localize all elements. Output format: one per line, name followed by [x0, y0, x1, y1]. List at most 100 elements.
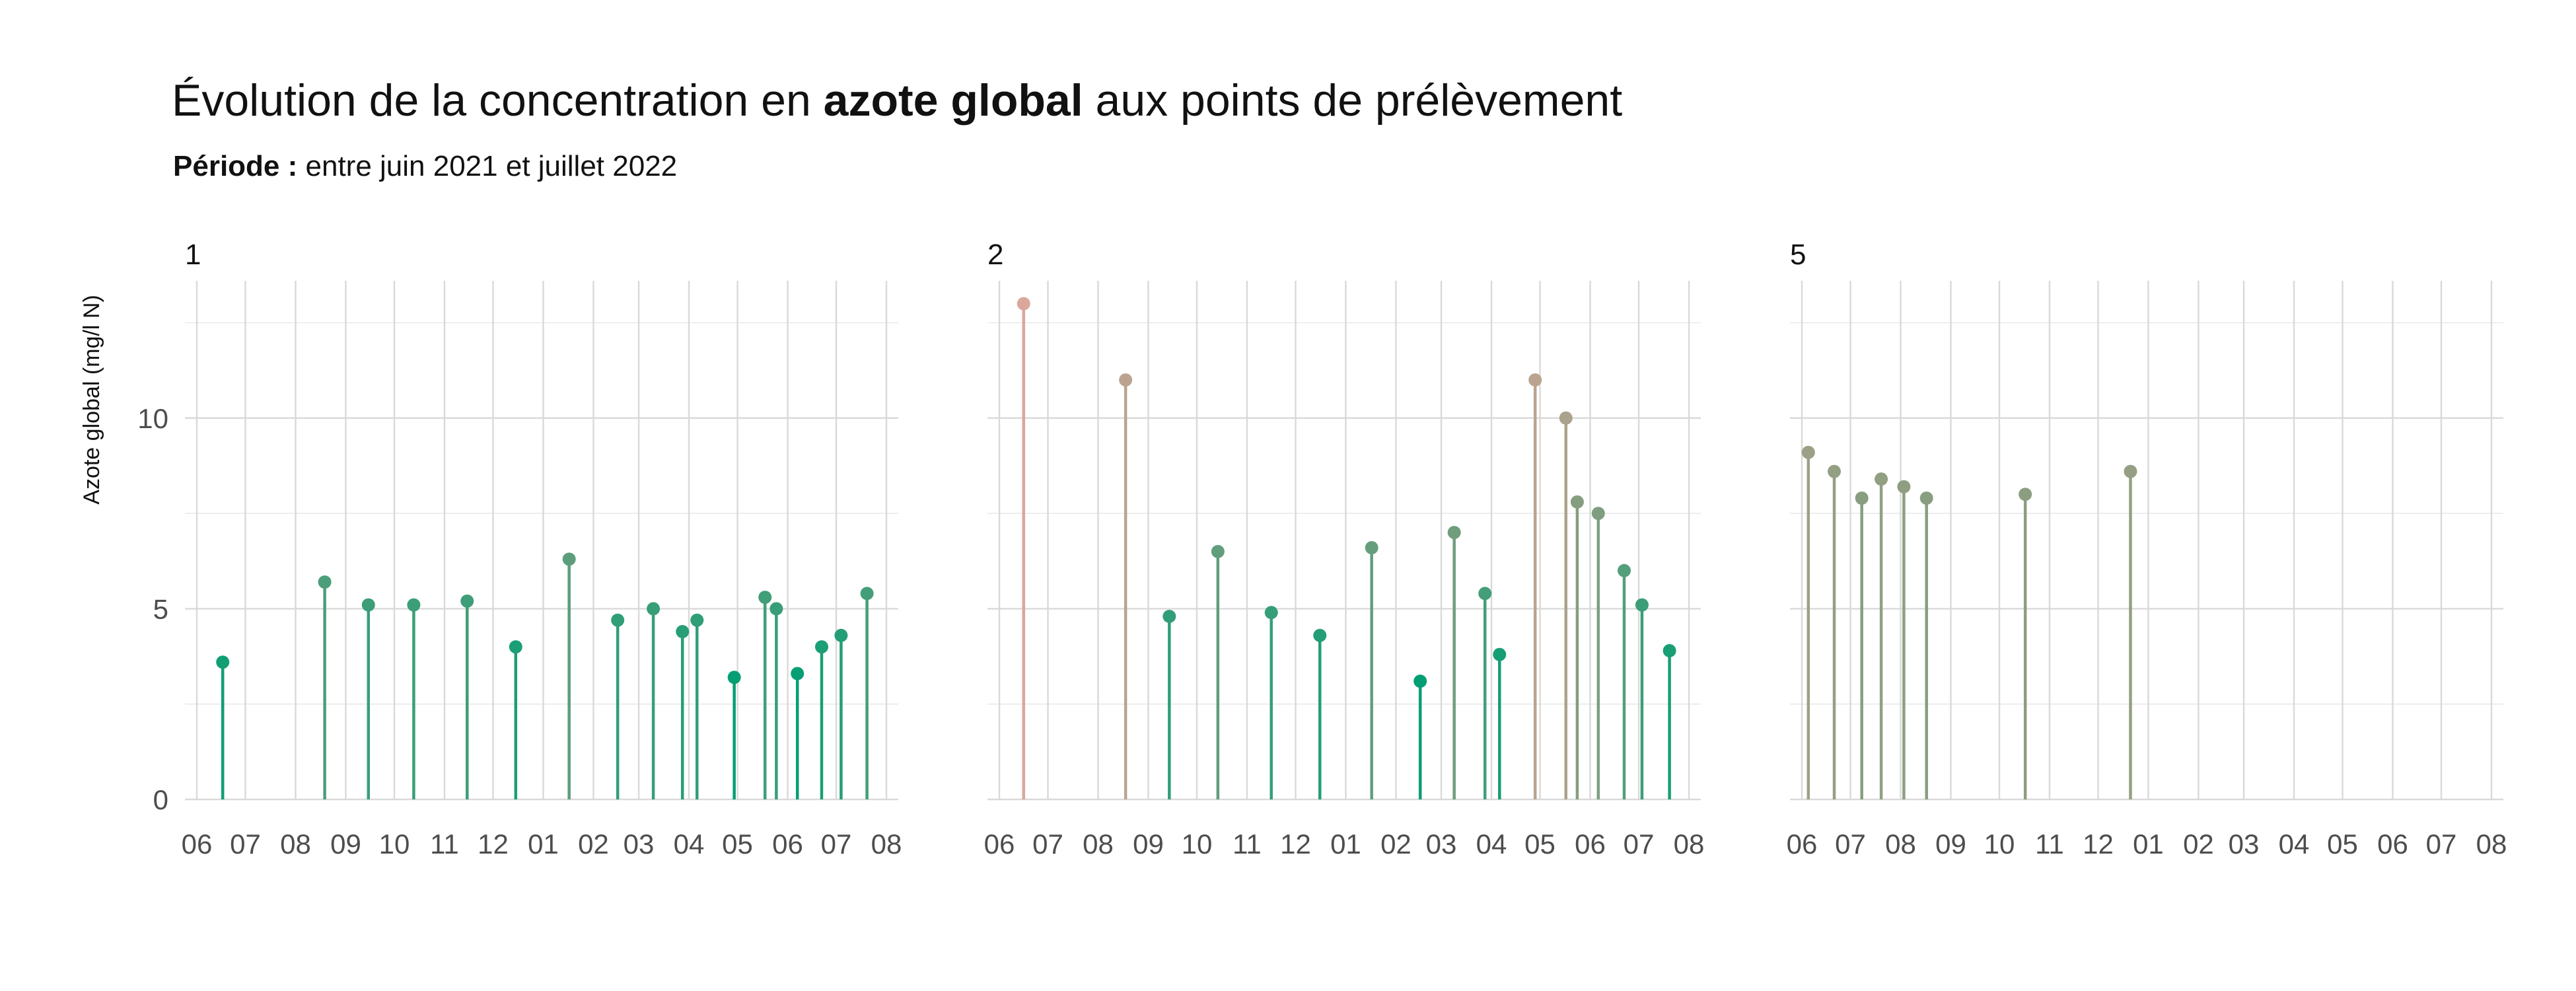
x-tick-label: 08 [2476, 828, 2507, 860]
lollipop-point [216, 655, 230, 669]
x-tick-label: 01 [1330, 828, 1361, 860]
lollipop-point [1119, 373, 1133, 387]
lollipop-point [1828, 464, 1842, 478]
x-tick-label: 08 [871, 828, 902, 860]
lollipop-point [834, 628, 848, 642]
chart-title-suffix: aux points de prélèvement [1083, 75, 1623, 126]
lollipop-point [1493, 647, 1507, 661]
x-tick-label: 02 [2183, 828, 2214, 860]
lollipop-point [758, 591, 772, 605]
chart-subtitle: Période : entre juin 2021 et juillet 202… [173, 150, 677, 182]
x-tick-label: 11 [430, 828, 459, 860]
lollipop-point [1801, 445, 1815, 459]
x-tick-label: 09 [330, 828, 361, 860]
x-tick-label: 02 [1380, 828, 1412, 860]
chart-subtitle-text: entre juin 2021 et juillet 2022 [297, 150, 677, 182]
x-tick-label: 06 [2377, 828, 2408, 860]
lollipop-point [1591, 507, 1605, 521]
lollipop-point [1897, 480, 1911, 494]
x-tick-label: 03 [624, 828, 655, 860]
lollipop-point [2019, 488, 2032, 501]
panel-label: 5 [1790, 239, 1806, 271]
lollipop-point [791, 667, 805, 680]
lollipop-point [860, 587, 874, 601]
x-tick-label: 07 [1624, 828, 1655, 860]
chart-title: Évolution de la concentration en azote g… [172, 75, 1622, 126]
x-tick-label: 05 [2327, 828, 2358, 860]
lollipop-point [460, 594, 474, 608]
x-tick-label: 05 [722, 828, 753, 860]
lollipop-point [1365, 541, 1378, 555]
lollipop-point [611, 613, 625, 627]
x-tick-label: 07 [2426, 828, 2457, 860]
lollipop-point [1413, 675, 1427, 688]
x-tick-label: 06 [984, 828, 1015, 860]
x-tick-label: 06 [1787, 828, 1818, 860]
lollipop-point [2124, 464, 2137, 478]
lollipop-point [407, 598, 421, 612]
lollipop-point [1919, 492, 1933, 505]
lollipop-point [318, 575, 332, 589]
x-tick-label: 10 [379, 828, 410, 860]
x-tick-label: 12 [1280, 828, 1311, 860]
x-tick-label: 04 [674, 828, 705, 860]
lollipop-point [1264, 606, 1278, 620]
x-tick-label: 12 [2083, 828, 2114, 860]
x-tick-label: 09 [1133, 828, 1164, 860]
y-tick-label: 5 [153, 593, 168, 624]
x-tick-label: 07 [230, 828, 261, 860]
lollipop-point [1875, 472, 1888, 486]
lollipop-point [647, 602, 661, 616]
lollipop-point [1163, 609, 1176, 623]
x-tick-label: 03 [1426, 828, 1457, 860]
lollipop-point [1559, 411, 1573, 425]
chart-title-bold: azote global [824, 75, 1083, 126]
lollipop-point [1570, 495, 1584, 509]
x-tick-label: 11 [2035, 828, 2064, 860]
lollipop-point [1635, 598, 1649, 612]
lollipop-point [769, 602, 783, 616]
y-tick-label: 10 [137, 403, 168, 434]
lollipop-point [1478, 587, 1492, 601]
x-tick-label: 07 [1835, 828, 1866, 860]
x-tick-label: 08 [1674, 828, 1705, 860]
lollipop-point [509, 640, 522, 654]
lollipop-point [676, 625, 690, 639]
x-tick-label: 10 [1182, 828, 1213, 860]
lollipop-point [814, 640, 828, 654]
x-tick-label: 01 [2133, 828, 2164, 860]
x-tick-label: 06 [182, 828, 213, 860]
panel-2: 2 06 07 08 09 10 11 12 01 02 03 04 05 06 07 08 [984, 239, 1705, 860]
panel-label: 1 [185, 239, 201, 271]
lollipop-point [727, 671, 741, 684]
chart-subtitle-bold: Période : [173, 150, 297, 182]
y-axis-label: Azote global (mg/l N) [79, 295, 104, 504]
x-tick-label: 02 [578, 828, 609, 860]
lollipop-point [690, 613, 704, 627]
panel-5: 5 06 07 08 09 10 11 12 01 02 03 04 05 06 07 08 [1787, 239, 2507, 860]
x-tick-label: 08 [1083, 828, 1114, 860]
x-tick-label: 12 [478, 828, 509, 860]
x-tick-label: 06 [772, 828, 803, 860]
x-tick-label: 04 [1476, 828, 1507, 860]
lollipop-point [1663, 643, 1676, 657]
x-tick-label: 06 [1575, 828, 1606, 860]
x-tick-label: 05 [1524, 828, 1556, 860]
facet-panels: 1 06 07 08 09 10 11 12 01 02 03 04 05 06 07 08 05 10 2 06 07… [137, 239, 2507, 860]
panel-label: 2 [987, 239, 1003, 271]
x-tick-label: 08 [1885, 828, 1916, 860]
x-tick-label: 07 [821, 828, 852, 860]
lollipop-point [1447, 525, 1461, 539]
x-tick-label: 04 [2279, 828, 2310, 860]
x-tick-label: 03 [2229, 828, 2260, 860]
chart-title-prefix: Évolution de la concentration en [172, 75, 824, 126]
x-tick-label: 11 [1233, 828, 1262, 860]
lollipop-point [1017, 297, 1030, 311]
lollipop-point [1313, 628, 1327, 642]
lollipop-point [361, 598, 375, 612]
x-tick-label: 01 [528, 828, 559, 860]
x-tick-label: 09 [1935, 828, 1966, 860]
x-tick-label: 10 [1984, 828, 2015, 860]
